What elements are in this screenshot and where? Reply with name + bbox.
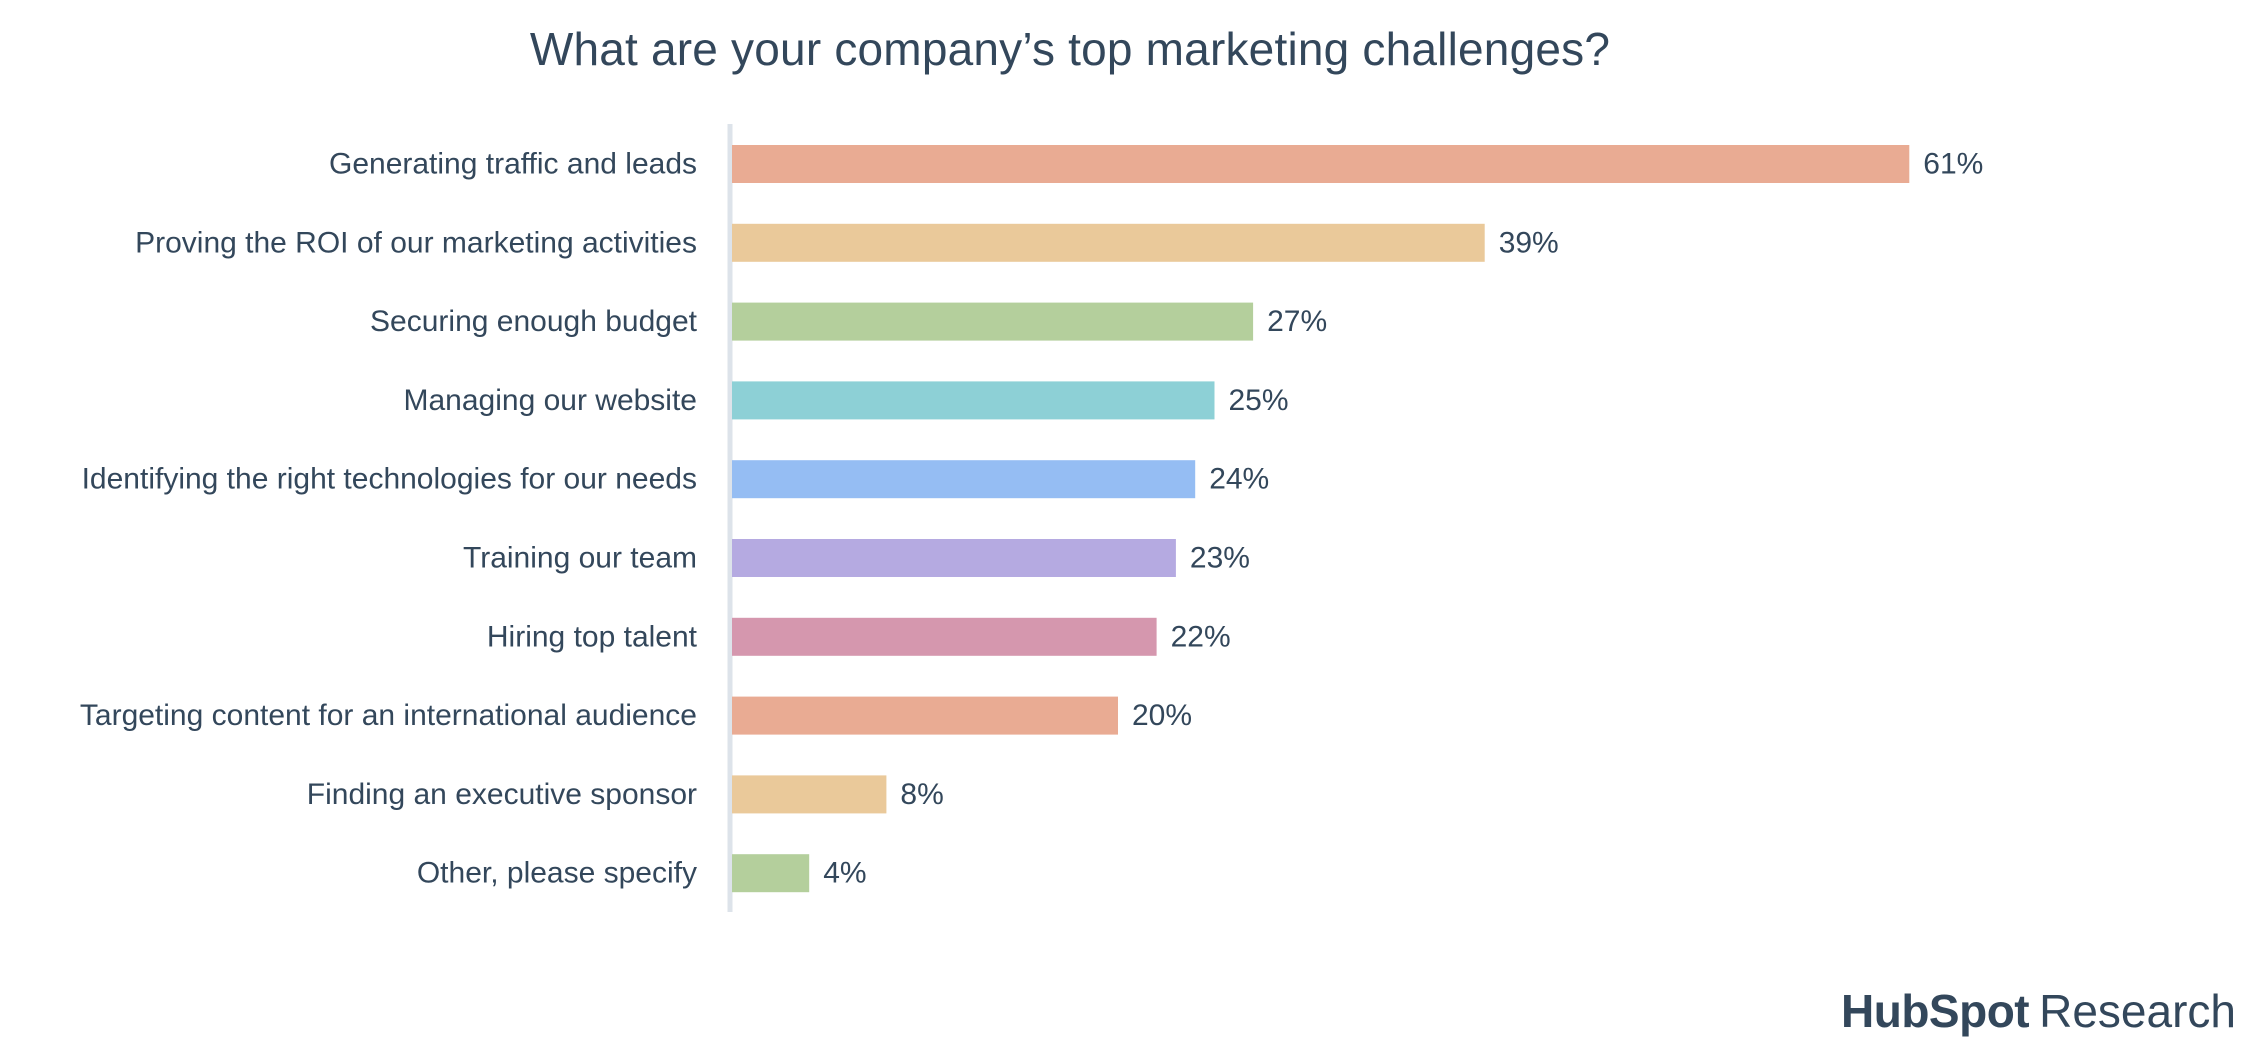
category-label: Hiring top talent <box>487 620 698 653</box>
value-label: 39% <box>1499 226 1559 259</box>
value-label: 8% <box>900 778 943 811</box>
category-label: Training our team <box>463 542 697 575</box>
bar <box>732 460 1196 499</box>
bar <box>732 302 1254 341</box>
value-label: 23% <box>1190 542 1250 575</box>
bar <box>732 539 1176 577</box>
bar <box>732 617 1157 656</box>
category-label: Other, please specify <box>417 857 697 890</box>
value-label: 20% <box>1132 699 1192 732</box>
category-label: Proving the ROI of our marketing activit… <box>135 226 697 259</box>
value-label: 4% <box>823 857 866 890</box>
value-label: 27% <box>1267 305 1327 338</box>
value-label: 61% <box>1923 148 1983 181</box>
value-label: 25% <box>1229 384 1289 417</box>
chart-title: What are your company’s top marketing ch… <box>529 23 1611 75</box>
value-label: 24% <box>1209 463 1269 496</box>
bar <box>732 854 810 893</box>
category-label: Securing enough budget <box>370 305 698 338</box>
value-label: 22% <box>1171 620 1231 653</box>
category-label: Identifying the right technologies for o… <box>82 463 697 496</box>
bar <box>732 775 887 814</box>
bar <box>732 223 1485 262</box>
category-label: Generating traffic and leads <box>329 148 697 181</box>
brand-name: HubSpot <box>1841 985 2030 1037</box>
bar <box>732 145 1910 183</box>
brand-suffix: Research <box>2039 985 2236 1037</box>
hubspot-research-logo: HubSpot Research <box>1841 984 2236 1038</box>
category-label: Finding an executive sponsor <box>307 778 697 811</box>
bar <box>732 381 1215 420</box>
category-label: Managing our website <box>403 384 697 417</box>
category-label: Targeting content for an international a… <box>80 699 697 732</box>
bar <box>732 696 1118 735</box>
